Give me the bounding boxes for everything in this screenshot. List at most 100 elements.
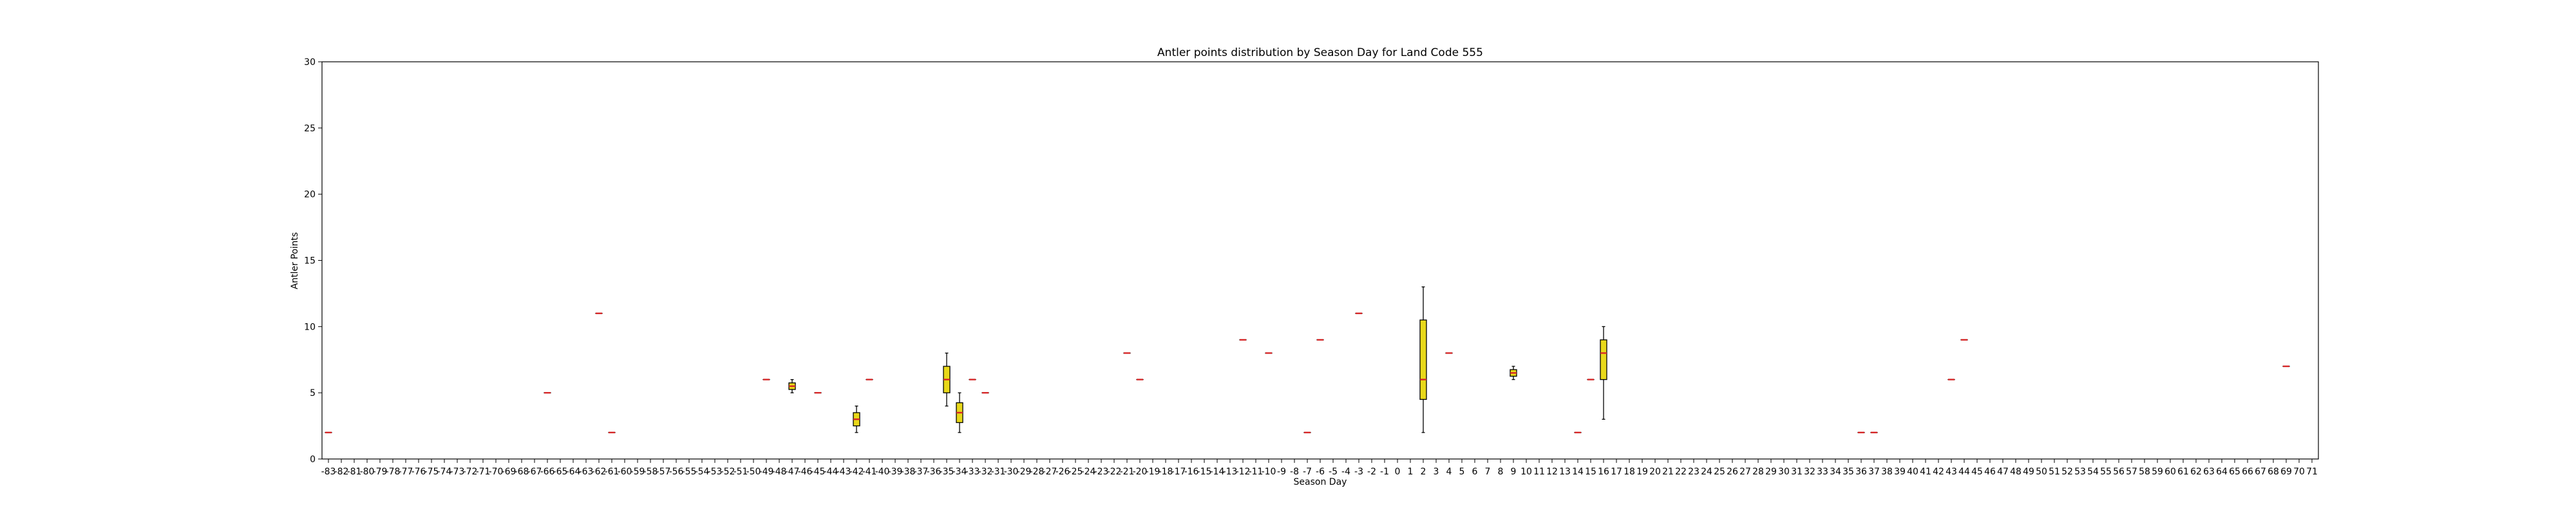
x-tick-label: -47 [785,467,800,477]
x-tick-label: -53 [708,467,723,477]
x-tick-label: -33 [965,467,980,477]
x-tick-label: -3 [1354,467,1363,477]
x-tick-label: 21 [1662,467,1674,477]
x-tick-label: -79 [373,467,388,477]
x-tick-label: 61 [2177,467,2189,477]
x-tick-label: -41 [862,467,877,477]
x-tick-label: -67 [527,467,542,477]
x-tick-label: -57 [656,467,671,477]
x-tick-label: -11 [1249,467,1264,477]
x-tick-label: 32 [1804,467,1815,477]
x-tick-label: -22 [1107,467,1122,477]
x-tick-label: 8 [1498,467,1504,477]
x-tick-label: 44 [1958,467,1970,477]
x-tick-label: 33 [1817,467,1828,477]
box-iqr [1419,319,1427,400]
x-tick-label: 19 [1636,467,1648,477]
x-tick-label: 35 [1842,467,1854,477]
x-tick-label: -30 [1004,467,1019,477]
x-tick-label: -20 [1133,467,1148,477]
x-tick-label: -40 [875,467,890,477]
x-tick-label: 38 [1881,467,1893,477]
x-tick-label: 24 [1701,467,1712,477]
x-tick-label: -2 [1367,467,1376,477]
x-tick-label: -50 [746,467,761,477]
x-tick-label: 55 [2100,467,2112,477]
x-tick-label: 13 [1559,467,1571,477]
x-tick-label: -25 [1068,467,1083,477]
y-tick-label: 25 [304,124,316,134]
x-tick-label: -56 [669,467,684,477]
x-tick-label: 9 [1511,467,1517,477]
x-tick-label: 54 [2087,467,2099,477]
x-tick-label: -66 [540,467,555,477]
x-tick-label: -27 [1043,467,1057,477]
x-tick-label: -71 [476,467,491,477]
x-tick-label: -77 [399,467,413,477]
x-tick-label: -10 [1262,467,1276,477]
x-tick-label: -75 [424,467,439,477]
x-axis: -83-82-81-80-79-78-77-76-75-74-73-72-71-… [321,459,2318,477]
x-tick-label: 65 [2229,467,2240,477]
x-tick-label: -74 [437,467,452,477]
x-tick-label: -29 [1017,467,1032,477]
y-tick-label: 20 [304,190,316,200]
x-tick-label: 37 [1868,467,1880,477]
box-2 [1419,286,1427,433]
x-tick-label: -73 [450,467,465,477]
x-tick-label: -19 [1146,467,1160,477]
y-tick-label: 0 [310,454,316,465]
x-tick-label: 59 [2152,467,2163,477]
x-tick-label: 56 [2113,467,2125,477]
x-tick-label: -42 [849,467,864,477]
y-axis-label: Antler Points [290,232,300,290]
x-tick-label: -8 [1290,467,1299,477]
x-tick-label: -35 [940,467,954,477]
x-tick-label: 1 [1408,467,1414,477]
x-tick-label: 66 [2242,467,2253,477]
x-tick-label: -1 [1380,467,1389,477]
x-tick-label: 46 [1984,467,1996,477]
x-tick-label: -58 [643,467,658,477]
x-tick-label: 67 [2255,467,2266,477]
y-tick-label: 10 [304,322,316,332]
x-tick-label: -7 [1303,467,1312,477]
chart-title: Antler points distribution by Season Day… [1157,46,1483,59]
x-tick-label: -5 [1329,467,1338,477]
x-tick-label: -76 [412,467,426,477]
y-tick-label: 5 [310,388,316,398]
y-tick-label: 30 [304,57,316,68]
box--34 [956,392,963,433]
x-tick-label: -23 [1094,467,1109,477]
x-tick-label: 0 [1395,467,1401,477]
x-tick-label: 27 [1739,467,1751,477]
x-tick-label: -70 [489,467,504,477]
x-tick-label: 2 [1421,467,1426,477]
x-tick-label: -52 [721,467,735,477]
x-tick-label: 15 [1585,467,1596,477]
x-tick-label: -15 [1197,467,1212,477]
x-tick-label: -60 [618,467,632,477]
x-tick-label: -81 [347,467,362,477]
x-tick-label: -62 [592,467,607,477]
box--42 [853,406,860,433]
x-tick-label: -18 [1159,467,1173,477]
plot-area-frame [321,61,2319,460]
x-tick-label: -6 [1316,467,1325,477]
x-tick-label: 42 [1933,467,1944,477]
box--47 [788,379,796,393]
box-9 [1510,366,1517,380]
x-tick-label: -80 [360,467,375,477]
x-tick-label: -78 [386,467,401,477]
x-tick-label: -34 [952,467,967,477]
x-tick-label: -43 [837,467,851,477]
x-tick-label: -13 [1223,467,1238,477]
x-tick-label: 4 [1446,467,1452,477]
x-tick-label: 14 [1572,467,1584,477]
x-tick-label: -45 [811,467,826,477]
x-tick-label: -65 [553,467,568,477]
x-tick-label: -55 [682,467,697,477]
x-tick-label: -82 [334,467,349,477]
x-axis-label: Season Day [1294,477,1347,487]
